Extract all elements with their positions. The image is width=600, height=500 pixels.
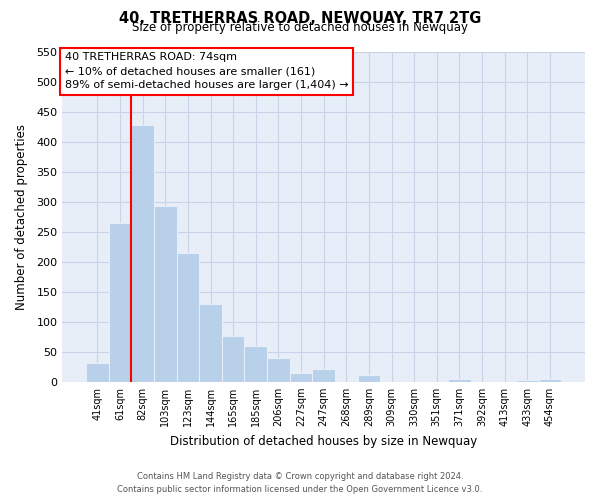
Bar bbox=[516, 380, 539, 382]
Bar bbox=[86, 362, 109, 382]
Bar bbox=[244, 346, 267, 382]
Y-axis label: Number of detached properties: Number of detached properties bbox=[15, 124, 28, 310]
Text: Size of property relative to detached houses in Newquay: Size of property relative to detached ho… bbox=[132, 22, 468, 35]
Bar bbox=[539, 379, 561, 382]
Text: 40, TRETHERRAS ROAD, NEWQUAY, TR7 2TG: 40, TRETHERRAS ROAD, NEWQUAY, TR7 2TG bbox=[119, 11, 481, 26]
Text: Contains HM Land Registry data © Crown copyright and database right 2024.
Contai: Contains HM Land Registry data © Crown c… bbox=[118, 472, 482, 494]
Bar bbox=[154, 206, 176, 382]
Bar bbox=[176, 252, 199, 382]
Bar bbox=[222, 336, 244, 382]
Bar bbox=[109, 222, 131, 382]
Text: 40 TRETHERRAS ROAD: 74sqm
← 10% of detached houses are smaller (161)
89% of semi: 40 TRETHERRAS ROAD: 74sqm ← 10% of detac… bbox=[65, 52, 349, 90]
Bar bbox=[448, 379, 471, 382]
Bar bbox=[267, 358, 290, 382]
Bar bbox=[290, 373, 313, 382]
Bar bbox=[358, 375, 380, 382]
X-axis label: Distribution of detached houses by size in Newquay: Distribution of detached houses by size … bbox=[170, 434, 477, 448]
Bar bbox=[313, 369, 335, 382]
Bar bbox=[199, 304, 222, 382]
Bar bbox=[131, 125, 154, 382]
